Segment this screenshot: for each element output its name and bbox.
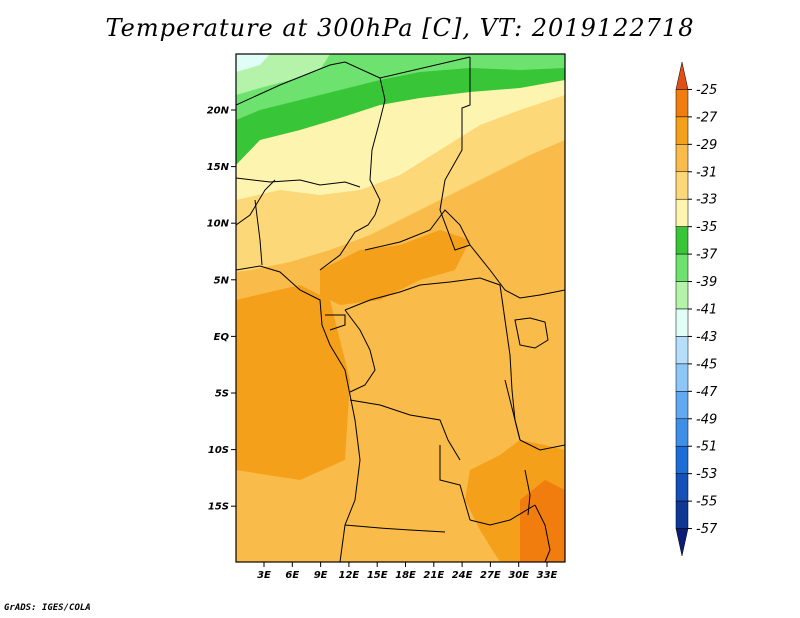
colorbar-swatch	[675, 171, 689, 200]
colorbar-swatch	[675, 281, 689, 310]
border-angola-zambia	[439, 445, 471, 521]
colorbar-swatch	[675, 253, 689, 282]
border-niger-chad	[369, 99, 386, 216]
border-gabon	[325, 314, 346, 331]
border-west-inland	[236, 179, 276, 226]
colorbar-label: -53	[696, 467, 717, 482]
colorbar-swatch	[675, 198, 689, 227]
field-band-33	[236, 80, 565, 272]
colorbar-label: -57	[696, 522, 718, 537]
border-ghana-togo	[254, 199, 263, 266]
lat-tick-label: 15N	[207, 162, 230, 173]
colorbar-label: -45	[696, 357, 717, 372]
colorbar-label: -37	[696, 248, 718, 263]
lat-tick-label: 5N	[214, 275, 230, 286]
colorbar-cap-bottom	[675, 528, 689, 557]
border-lake-victoria	[514, 317, 549, 349]
border-nigeria-cameroon	[319, 214, 376, 271]
lon-tick-label: 9E	[314, 570, 328, 581]
colorbar-swatch	[675, 391, 689, 420]
lat-tick-label: EQ	[214, 332, 230, 343]
colorbar-swatch	[675, 473, 689, 502]
lon-tick-label: 3E	[257, 570, 271, 581]
colorbar-label: -27	[696, 110, 718, 125]
lat-tick-label: 20N	[207, 106, 230, 117]
border-congo-drc	[344, 309, 376, 393]
colorbar: -25 -27 -29 -31 -33 -35 -37 -39 -41 -43 -45 -47 -49 -…	[675, 61, 718, 557]
colorbar-cap-top	[675, 61, 689, 90]
lat-tick-label: 10S	[208, 445, 229, 456]
field-west-band	[236, 285, 350, 480]
colorbar-swatch	[675, 363, 689, 392]
lon-tick-label: 27E	[480, 570, 501, 581]
border-car-drc	[344, 277, 501, 311]
border-lake-tanganyika	[504, 379, 521, 441]
colorbar-swatch	[675, 144, 689, 173]
colorbar-label: -47	[696, 385, 718, 400]
lon-tick-label: 33E	[537, 570, 558, 581]
colorbar-swatch	[675, 500, 689, 529]
latitude-axis: 20N 15N 10N 5N EQ 5S 10S 15S	[207, 106, 236, 513]
border-coast-west	[236, 265, 361, 562]
lon-tick-label: 15E	[367, 570, 388, 581]
colorbar-label: -51	[696, 440, 717, 455]
colorbar-swatch	[675, 116, 689, 145]
lon-tick-label: 30E	[508, 570, 529, 581]
colorbar-label: -29	[696, 138, 717, 153]
colorbar-swatch	[675, 89, 689, 118]
border-angola-namibia	[344, 524, 446, 533]
colorbar-swatch	[675, 226, 689, 255]
border-sudan-west	[439, 57, 471, 211]
lat-tick-label: 15S	[208, 502, 229, 513]
colorbar-swatch	[675, 418, 689, 447]
colorbar-label: -25	[696, 83, 717, 98]
border-drc-angola	[349, 399, 461, 461]
lon-tick-label: 18E	[395, 570, 416, 581]
colorbar-swatch	[675, 336, 689, 365]
lat-tick-label: 5S	[215, 389, 229, 400]
field-band-35	[236, 75, 565, 200]
colorbar-swatch	[675, 445, 689, 474]
colorbar-label: -55	[696, 495, 717, 510]
border-moz	[534, 504, 551, 562]
lat-tick-label: 10N	[207, 219, 230, 230]
temperature-field	[236, 54, 565, 562]
country-borders	[236, 56, 565, 562]
colorbar-label: -31	[696, 165, 717, 180]
longitude-axis: 3E 6E 9E 12E 15E 18E 21E 24E 27E 30E 33E	[257, 562, 558, 581]
border-libya-niger	[236, 61, 386, 106]
colorbar-label: -41	[696, 303, 717, 318]
colorbar-label: -43	[696, 330, 717, 345]
grads-credit: GrADS: IGES/COLA	[4, 603, 91, 613]
border-zambia-south	[469, 504, 536, 526]
border-chad-libya	[379, 56, 471, 79]
field-band-43	[236, 54, 270, 72]
field-warm-central	[320, 230, 470, 305]
border-lake-malawi	[524, 469, 531, 516]
lon-tick-label: 6E	[285, 570, 299, 581]
colorbar-label: -49	[696, 412, 717, 427]
border-tanzania	[519, 439, 565, 451]
colorbar-label: -39	[696, 275, 717, 290]
border-chad-car	[364, 209, 471, 251]
lon-tick-label: 24E	[452, 570, 473, 581]
chart-title: Temperature at 300hPa [C], VT: 201912271…	[105, 14, 695, 42]
border-sudan-south	[469, 244, 565, 299]
border-niger-nigeria	[236, 177, 361, 188]
lon-tick-label: 12E	[339, 570, 360, 581]
map-frame	[235, 53, 566, 563]
colorbar-swatch	[675, 308, 689, 337]
lon-tick-label: 21E	[423, 570, 444, 581]
colorbar-label: -33	[696, 193, 717, 208]
border-chad-sudan-2	[439, 209, 471, 251]
colorbar-label: -35	[696, 220, 717, 235]
